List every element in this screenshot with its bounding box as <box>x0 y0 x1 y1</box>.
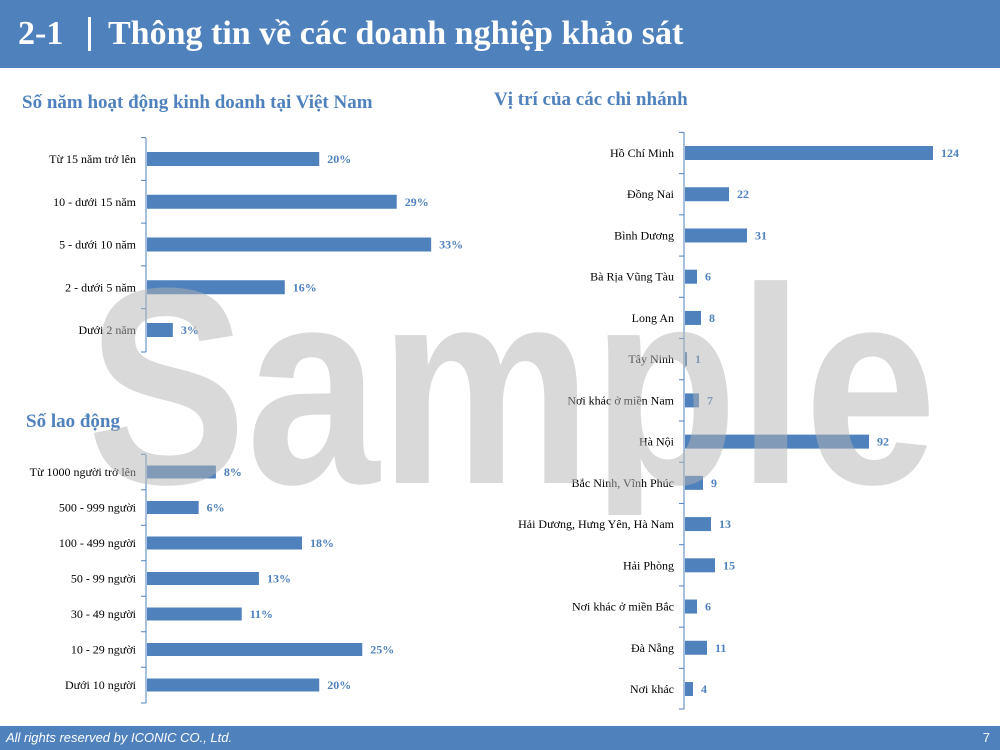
bar <box>685 475 703 490</box>
chart-title-years: Số năm hoạt động kinh doanh tại Việt Nam <box>22 92 373 113</box>
category-label: 10 - 29 người <box>71 643 137 657</box>
chart-title-employees: Số lao động <box>26 411 120 432</box>
value-label: 8 <box>709 311 715 325</box>
bar <box>685 187 729 202</box>
value-label: 11 <box>715 641 726 655</box>
value-label: 9 <box>711 476 717 490</box>
category-label: 10 - dưới 15 năm <box>53 195 137 209</box>
value-label: 92 <box>877 435 889 449</box>
value-label: 29% <box>405 195 429 209</box>
value-label: 13 <box>719 517 731 531</box>
value-label: 6 <box>705 600 711 614</box>
category-label: 2 - dưới 5 năm <box>65 280 137 294</box>
value-label: 1 <box>695 352 701 366</box>
bar <box>685 269 697 284</box>
value-label: 33% <box>439 238 463 252</box>
category-label: Nơi khác <box>630 682 674 696</box>
category-label: 30 - 49 người <box>71 607 137 621</box>
category-label: Hải Phòng <box>623 558 674 572</box>
category-label: Bắc Ninh, Vĩnh Phúc <box>572 476 674 490</box>
category-label: 50 - 99 người <box>71 572 137 586</box>
category-label: Hà Nội <box>639 435 675 449</box>
bar <box>147 501 199 514</box>
value-label: 124 <box>941 146 959 160</box>
category-label: Dưới 2 năm <box>78 323 136 337</box>
chart-title-branches: Vị trí của các chi nhánh <box>494 89 688 110</box>
bar <box>147 607 242 621</box>
section-number: 2-1 <box>18 15 64 52</box>
bar <box>685 434 869 449</box>
bar <box>147 678 320 692</box>
copyright-text: All rights reserved by ICONIC CO., Ltd. <box>6 730 233 745</box>
category-label: Bà Rịa Vũng Tàu <box>590 270 674 284</box>
category-label: Nơi khác ở miền Bắc <box>572 600 674 614</box>
bar <box>685 393 699 408</box>
category-label: Dưới 10 người <box>65 678 137 692</box>
value-label: 25% <box>370 643 394 657</box>
bar <box>685 310 701 325</box>
bar <box>147 323 173 337</box>
value-label: 20% <box>327 152 351 166</box>
value-label: 6% <box>207 501 225 515</box>
bar <box>685 599 697 614</box>
category-label: Tây Ninh <box>628 352 674 366</box>
category-label: Hồ Chí Minh <box>610 146 674 160</box>
value-label: 11% <box>250 607 273 621</box>
category-label: Bình Dương <box>614 228 674 242</box>
slide-title: Thông tin về các doanh nghiệp khảo sát <box>108 15 684 52</box>
bar <box>685 682 693 696</box>
category-label: Đà Nẵng <box>631 641 674 655</box>
bar <box>685 517 711 532</box>
value-label: 15 <box>723 558 735 572</box>
category-label: Từ 1000 người trở lên <box>30 465 136 479</box>
bar <box>685 558 715 573</box>
category-label: Đồng Nai <box>627 187 675 201</box>
value-label: 31 <box>755 228 767 242</box>
category-label: Hải Dương, Hưng Yên, Hà Nam <box>518 517 675 531</box>
bar <box>147 152 320 166</box>
value-label: 7 <box>707 393 713 407</box>
value-label: 8% <box>224 465 242 479</box>
slide-footer: All rights reserved by ICONIC CO., Ltd. … <box>0 726 1000 750</box>
category-label: Từ 15 năm trở lên <box>49 152 136 166</box>
bar <box>147 572 259 585</box>
value-label: 6 <box>705 270 711 284</box>
bar <box>147 237 432 252</box>
bar <box>147 536 302 550</box>
category-label: 100 - 499 người <box>59 536 137 550</box>
category-label: 500 - 999 người <box>59 501 137 515</box>
page-number: 7 <box>982 730 990 745</box>
bar <box>147 643 363 656</box>
value-label: 3% <box>181 323 199 337</box>
bar <box>685 352 687 367</box>
category-label: 5 - dưới 10 năm <box>59 238 137 252</box>
header-separator <box>88 17 91 51</box>
bar <box>685 146 933 160</box>
bar <box>147 465 216 479</box>
category-label: Nơi khác ở miền Nam <box>567 393 674 407</box>
bar <box>685 640 707 655</box>
value-label: 18% <box>310 536 334 550</box>
value-label: 4 <box>701 682 707 696</box>
bar <box>147 194 397 209</box>
value-label: 20% <box>327 678 351 692</box>
bar <box>685 228 747 243</box>
value-label: 16% <box>293 280 317 294</box>
category-label: Long An <box>632 311 674 325</box>
value-label: 22 <box>737 187 749 201</box>
bar <box>147 280 285 295</box>
value-label: 13% <box>267 572 291 586</box>
slide-header: 2-1 Thông tin về các doanh nghiệp khảo s… <box>0 0 1000 68</box>
